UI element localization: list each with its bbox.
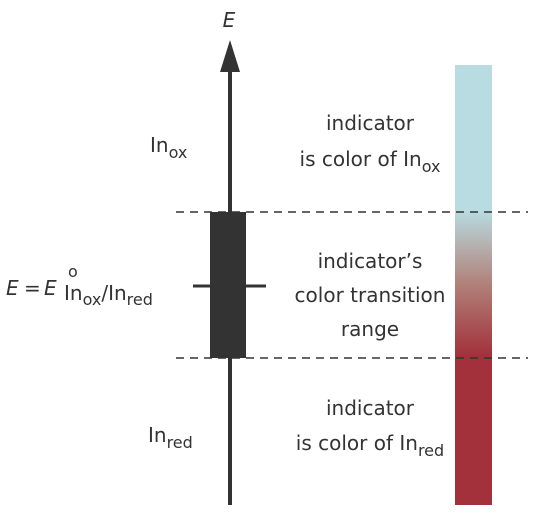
- subscript: ox: [422, 157, 441, 176]
- base: is color of In: [300, 147, 422, 171]
- slash: /: [101, 281, 108, 305]
- color-bar: [455, 65, 492, 505]
- species-label: Inred: [148, 423, 193, 452]
- description: is color of Inox: [300, 147, 441, 176]
- subscript-sub: red: [127, 290, 153, 309]
- subscript: Inox/Inred: [64, 281, 153, 309]
- axis-label: E: [223, 8, 236, 32]
- subscript: red: [418, 441, 444, 460]
- potential-symbol: E: [44, 276, 57, 300]
- equals: =: [24, 276, 41, 300]
- superscript: o: [68, 262, 78, 281]
- base: is color of In: [296, 431, 418, 455]
- potential-lhs: E: [6, 276, 19, 300]
- description: indicator’s: [318, 249, 423, 273]
- subscript-base: In: [64, 281, 83, 305]
- description: color transition: [295, 283, 446, 307]
- subscript: ox: [169, 143, 188, 162]
- description: is color of Inred: [296, 431, 444, 460]
- species-label: Inox: [150, 133, 187, 162]
- base: In: [150, 133, 169, 157]
- description: range: [341, 317, 399, 341]
- description: indicator: [326, 111, 415, 135]
- subscript-base: In: [108, 281, 127, 305]
- base: In: [148, 423, 167, 447]
- subscript-sub: ox: [83, 290, 102, 309]
- subscript: red: [167, 433, 193, 452]
- arrow-head: [220, 40, 240, 72]
- description: indicator: [326, 396, 415, 420]
